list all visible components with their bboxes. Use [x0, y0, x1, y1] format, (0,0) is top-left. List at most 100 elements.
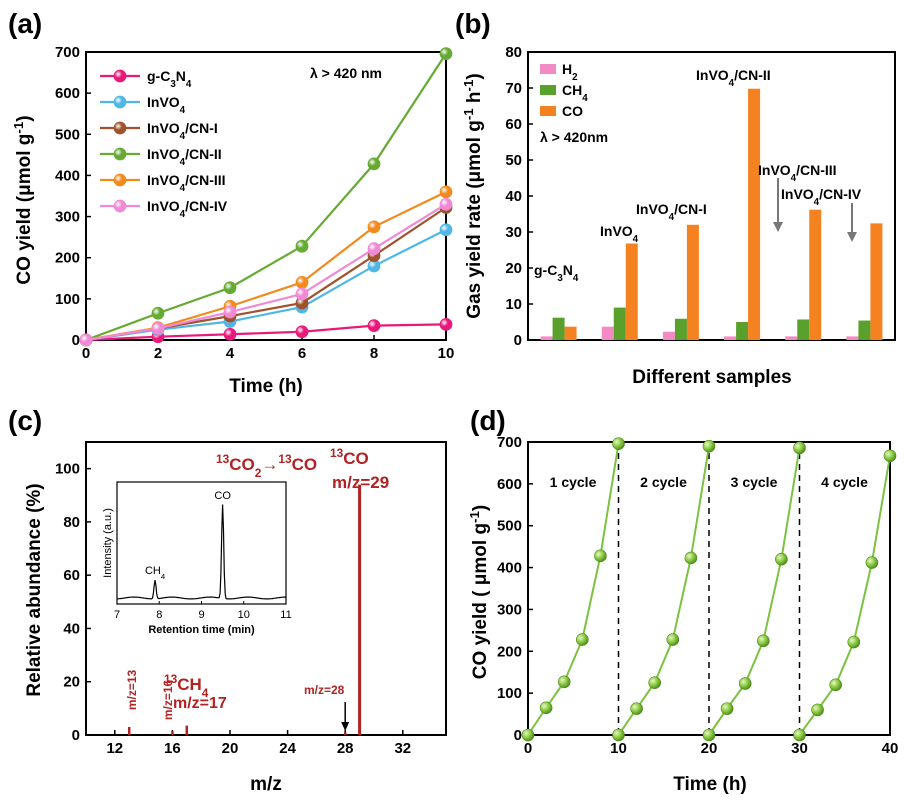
- legend-label: InVO4/CN-III: [147, 172, 226, 194]
- y-tick-label: 0: [514, 332, 522, 349]
- data-point: [295, 287, 309, 301]
- data-point: [612, 437, 625, 450]
- series-line: [85, 323, 447, 342]
- inset-frame: [116, 481, 287, 605]
- x-tick-label: 4: [226, 345, 235, 362]
- y-tick-label: 30: [505, 224, 522, 241]
- reaction-label: 13CO2→13CO: [216, 452, 317, 480]
- series-line: [85, 203, 447, 342]
- data-point: [648, 676, 662, 689]
- x-tick-label: 32: [394, 740, 411, 757]
- annotation-wavelength: λ > 420nm: [540, 129, 608, 145]
- peak-label: m/z=17: [173, 695, 227, 712]
- legend-label: InVO4/CN-I: [147, 120, 218, 142]
- x-tick-label: 24: [279, 740, 296, 757]
- legend-label: g-C3N4: [147, 68, 192, 90]
- inset-peak-label: CH4: [145, 565, 166, 581]
- data-point: [612, 728, 625, 742]
- y-axis-label: Relative abundance (%): [24, 483, 45, 696]
- y-tick-label: 80: [63, 514, 80, 531]
- data-point: [151, 306, 165, 320]
- chart-b: 0 10 20 30 40 50 60 70 80 Different samples Gas yi…: [461, 44, 896, 388]
- data-point: [666, 633, 680, 646]
- x-tick-label: 6: [298, 345, 306, 362]
- y-tick-label: 700: [497, 434, 522, 451]
- peak-label: m/z=13: [125, 669, 139, 710]
- data-point: [367, 319, 381, 333]
- data-point: [113, 147, 127, 161]
- data-point: [738, 677, 752, 690]
- bar-h2: [540, 336, 553, 340]
- y-tick-label: 400: [55, 167, 80, 184]
- legend-swatch: [540, 64, 556, 74]
- y-tick-label: 0: [514, 727, 522, 744]
- chart-a-frame: [85, 51, 447, 341]
- legend-label: InVO4/CN-IV: [147, 198, 228, 220]
- bar-h2: [846, 336, 859, 340]
- legend-label: CO: [562, 103, 583, 119]
- data-point: [223, 327, 237, 341]
- data-point: [756, 634, 770, 648]
- category-label: InVO4/CN-III: [758, 162, 837, 184]
- y-tick-label: 0: [72, 727, 80, 744]
- data-point: [367, 220, 381, 234]
- y-tick-label: 40: [63, 620, 80, 637]
- peak-label: m/z=28: [304, 683, 345, 697]
- y-tick-label: 20: [63, 674, 80, 691]
- y-axis-label: CO yield ( μmol g-1): [467, 505, 492, 679]
- x-tick-label: 28: [337, 740, 354, 757]
- bar-co: [870, 223, 883, 340]
- cycle-label: 3 cycle: [731, 474, 778, 490]
- y-tick-label: 300: [55, 209, 80, 226]
- data-point: [702, 728, 716, 742]
- data-point: [439, 197, 453, 211]
- x-tick-label: 0: [82, 345, 90, 362]
- inset-trace: [116, 504, 286, 600]
- y-tick-label: 40: [505, 188, 522, 205]
- data-point: [439, 317, 453, 331]
- chart-c: 12 16 20 24 28 32 0 20 40 60 80 100 m/z Relative abun…: [24, 441, 447, 795]
- x-tick-label: 10: [610, 740, 627, 757]
- y-tick-label: 60: [505, 116, 522, 133]
- inset-x-label: Retention time (min): [148, 624, 255, 636]
- x-tick-label: 8: [370, 345, 378, 362]
- legend-swatch: [540, 106, 556, 116]
- bar-co: [564, 326, 577, 340]
- data-point: [295, 325, 309, 339]
- data-point: [79, 333, 93, 347]
- data-point: [775, 552, 788, 566]
- bar-ch4: [736, 322, 749, 340]
- data-point: [439, 185, 453, 199]
- data-point: [575, 633, 589, 646]
- x-tick-label: 0: [524, 740, 532, 757]
- y-tick-label: 100: [55, 461, 80, 478]
- x-tick-label: 20: [222, 740, 239, 757]
- bar-ch4: [613, 307, 626, 340]
- data-point: [439, 223, 453, 237]
- data-point: [367, 242, 381, 256]
- arrow-head: [847, 232, 857, 242]
- ch4-label: 13CH4: [164, 672, 209, 700]
- x-tick-label: 20: [701, 740, 718, 757]
- y-tick-label: 200: [497, 643, 522, 660]
- category-label: InVO4/CN-IV: [781, 186, 862, 208]
- data-point: [113, 173, 127, 187]
- panel-label-c: (c): [8, 405, 42, 436]
- data-point: [113, 69, 127, 83]
- legend-label: CH4: [562, 82, 588, 104]
- y-tick-label: 0: [72, 332, 80, 349]
- cycle-label: 2 cycle: [640, 474, 687, 490]
- data-point: [594, 549, 607, 563]
- bar-ch4: [674, 318, 687, 340]
- y-tick-label: 70: [505, 80, 522, 97]
- y-tick-label: 600: [55, 85, 80, 102]
- data-point: [847, 635, 861, 649]
- peak-label: m/z=16: [161, 679, 175, 720]
- y-tick-label: 400: [497, 560, 522, 577]
- co-label: 13CO: [330, 446, 369, 468]
- x-tick-label: 10: [438, 345, 455, 362]
- y-axis-label: Gas yield rate (μmol g-1 h-1): [461, 73, 486, 318]
- category-label: InVO4: [600, 223, 639, 245]
- arrow-head: [341, 722, 350, 731]
